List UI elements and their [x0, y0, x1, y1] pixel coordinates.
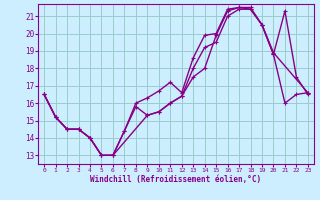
X-axis label: Windchill (Refroidissement éolien,°C): Windchill (Refroidissement éolien,°C)	[91, 175, 261, 184]
